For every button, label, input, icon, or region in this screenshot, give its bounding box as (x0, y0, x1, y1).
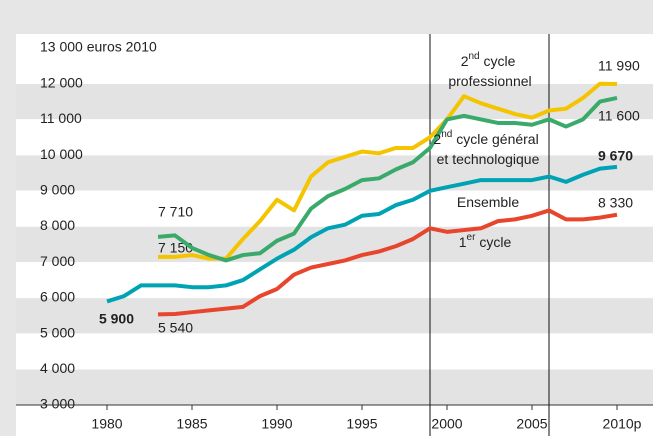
y-tick-label: 12 000 (40, 74, 83, 90)
value-label: 11 990 (598, 58, 640, 74)
label-sup: er (467, 232, 477, 243)
series-label: 2nd cycle général et technologique (433, 129, 542, 167)
series-line (157, 96, 618, 263)
series-line (106, 164, 618, 304)
x-tick-label: 1985 (176, 416, 207, 432)
label-part: 1 (459, 234, 467, 250)
y-tick-label: 8 000 (40, 217, 75, 233)
y-tick-label: 9 000 (40, 182, 75, 198)
value-label: 9 670 (598, 148, 633, 164)
x-tick-label: 1990 (261, 416, 292, 432)
value-label: 11 600 (598, 108, 640, 124)
label-part: technologique (452, 151, 539, 167)
grid-band (16, 297, 653, 334)
label-part: Ensemble (457, 194, 519, 210)
x-tick-label: 2010p (603, 416, 642, 432)
value-label: 7 150 (158, 240, 193, 256)
x-tick-label: 2000 (431, 416, 462, 432)
series-line (158, 81, 618, 261)
y-tick-label: 10 000 (40, 146, 83, 162)
series-label: Ensemble (457, 194, 519, 210)
y-tick-label: 13 000 euros 2010 (40, 39, 157, 55)
grid-band (16, 226, 653, 263)
label-part: cycle (484, 53, 520, 69)
value-label: 7 710 (158, 204, 193, 220)
label-part: 2 (433, 131, 441, 147)
value-label: 8 330 (598, 195, 633, 211)
x-tick-label: 1980 (91, 416, 122, 432)
y-tick-label: 4 000 (40, 360, 75, 376)
x-tick-label: 1995 (346, 416, 377, 432)
y-tick-label: 6 000 (40, 289, 75, 305)
series-label: 2nd cycle professionnel (448, 51, 531, 89)
label-part: et (437, 151, 453, 167)
y-tick-label: 5 000 (40, 324, 75, 340)
label-part: professionnel (448, 73, 531, 89)
grid-band (16, 83, 653, 120)
label-part: général (492, 131, 543, 147)
y-tick-label: 7 000 (40, 253, 75, 269)
label-part: 2 (461, 53, 469, 69)
series-label: 1er cycle (459, 232, 512, 250)
value-label: 5 900 (99, 311, 134, 327)
grid-band (16, 369, 653, 405)
y-tick-label: 11 000 (40, 110, 82, 126)
label-sup: nd (468, 51, 479, 62)
x-tick-label: 2005 (516, 416, 547, 432)
label-part: cycle (456, 131, 492, 147)
label-sup: nd (441, 129, 452, 140)
label-part: cycle (479, 234, 511, 250)
series-line (157, 208, 618, 317)
y-tick-label: 3 000 (40, 396, 75, 412)
value-label: 5 540 (158, 320, 193, 336)
